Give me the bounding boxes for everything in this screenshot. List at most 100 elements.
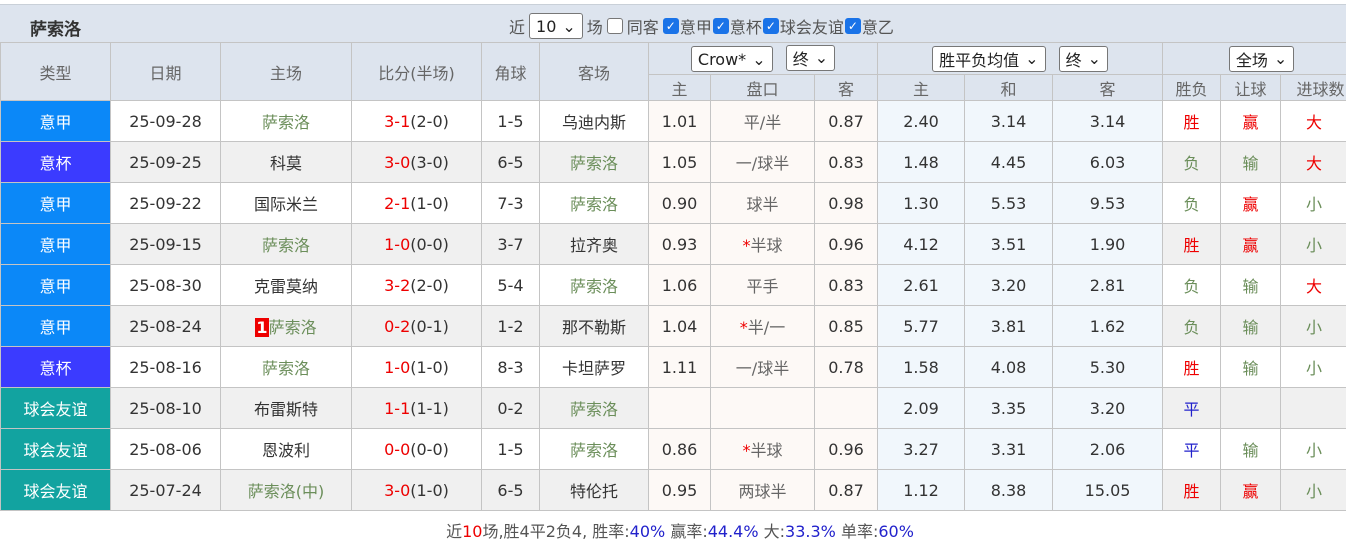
- league-label: 球会友谊: [779, 18, 844, 37]
- summary-count: 10: [462, 522, 483, 541]
- match-type[interactable]: 球会友谊: [0, 428, 111, 470]
- same-venue-checkbox[interactable]: [606, 18, 623, 34]
- match-type[interactable]: 意杯: [0, 141, 111, 183]
- score[interactable]: 3-0(3-0): [351, 141, 482, 183]
- match-count-select[interactable]: 10 ⌄: [529, 13, 583, 39]
- full-time-score: 3-1: [384, 111, 411, 131]
- company-select[interactable]: Crow* ⌄: [690, 46, 773, 73]
- match-type[interactable]: 意杯: [0, 346, 111, 388]
- over-under: 大: [1280, 141, 1346, 183]
- table-row[interactable]: 意甲 25-08-30 克雷莫纳 3-2(2-0) 5-4 萨索洛 1.06 平…: [0, 264, 1346, 306]
- col-home: 主场: [220, 42, 352, 101]
- full-time-score: 2-1: [384, 193, 411, 213]
- col-ah-home: 主: [648, 74, 711, 101]
- home-team[interactable]: 克雷莫纳: [220, 264, 352, 306]
- table-row[interactable]: 球会友谊 25-08-06 恩波利 0-0(0-0) 1-5 萨索洛 0.86 …: [0, 428, 1346, 470]
- away-team[interactable]: 乌迪内斯: [539, 100, 649, 142]
- eu-draw-odds: 3.14: [964, 100, 1054, 142]
- handicap-result: 赢: [1220, 469, 1282, 511]
- eu-stage-select[interactable]: 终 ⌄: [1058, 45, 1109, 72]
- home-team[interactable]: 恩波利: [220, 428, 352, 470]
- eu-home-odds: 1.30: [877, 182, 966, 224]
- home-team-name[interactable]: 科莫: [269, 154, 302, 173]
- table-row[interactable]: 意杯 25-09-25 科莫 3-0(3-0) 6-5 萨索洛 1.05 一/球…: [0, 141, 1346, 183]
- away-team[interactable]: 特伦托: [539, 469, 649, 511]
- home-team-name[interactable]: 萨索洛: [268, 318, 317, 337]
- home-team-name[interactable]: 国际米兰: [253, 195, 318, 214]
- match-type[interactable]: 意甲: [0, 100, 111, 142]
- away-team[interactable]: 卡坦萨罗: [539, 346, 649, 388]
- table-row[interactable]: 球会友谊 25-07-24 萨索洛(中) 3-0(1-0) 6-5 特伦托 0.…: [0, 469, 1346, 511]
- eu-away-odds: 9.53: [1052, 182, 1164, 224]
- score[interactable]: 2-1(1-0): [351, 182, 482, 224]
- home-team[interactable]: 萨索洛: [220, 346, 352, 388]
- home-team[interactable]: 1萨索洛: [220, 305, 352, 347]
- table-row[interactable]: 意甲 25-09-28 萨索洛 3-1(2-0) 1-5 乌迪内斯 1.01 平…: [0, 100, 1346, 142]
- table-row[interactable]: 意甲 25-09-15 萨索洛 1-0(0-0) 3-7 拉齐奥 0.93 *半…: [0, 223, 1346, 265]
- home-team[interactable]: 萨索洛: [220, 100, 352, 142]
- ah-away-odds: 0.87: [813, 100, 879, 142]
- home-team-name[interactable]: 萨索洛: [261, 359, 310, 378]
- ah-line-value: 半球: [750, 236, 783, 255]
- away-team[interactable]: 萨索洛: [539, 428, 649, 470]
- home-team-name[interactable]: 克雷莫纳: [253, 277, 318, 296]
- ah-stage-select[interactable]: 终 ⌄: [785, 44, 836, 71]
- league-checkbox[interactable]: ✓: [712, 18, 729, 34]
- score[interactable]: 1-0(1-0): [351, 346, 482, 388]
- home-team[interactable]: 国际米兰: [220, 182, 352, 224]
- away-team[interactable]: 萨索洛: [539, 182, 649, 224]
- home-team[interactable]: 科莫: [220, 141, 352, 183]
- table-row[interactable]: 意甲 25-09-22 国际米兰 2-1(1-0) 7-3 萨索洛 0.90 球…: [0, 182, 1346, 224]
- score[interactable]: 3-2(2-0): [351, 264, 482, 306]
- ah-away-odds: 0.83: [813, 264, 879, 306]
- ah-line: 球半: [710, 182, 815, 224]
- home-team-name[interactable]: 萨索洛: [261, 236, 310, 255]
- table-row[interactable]: 球会友谊 25-08-10 布雷斯特 1-1(1-1) 0-2 萨索洛 2.09…: [0, 387, 1346, 429]
- ah-away-odds: [813, 387, 879, 429]
- eu-draw-odds: 5.53: [964, 182, 1054, 224]
- home-team[interactable]: 布雷斯特: [220, 387, 352, 429]
- match-type[interactable]: 意甲: [0, 305, 111, 347]
- home-team-name[interactable]: 萨索洛(中): [247, 482, 325, 501]
- same-venue-label: 同客: [626, 18, 659, 37]
- match-type[interactable]: 意甲: [0, 264, 111, 306]
- table-row[interactable]: 意甲 25-08-24 1萨索洛 0-2(0-1) 1-2 那不勒斯 1.04 …: [0, 305, 1346, 347]
- corners: 1-5: [481, 100, 540, 142]
- col-type: 类型: [0, 42, 111, 101]
- score[interactable]: 0-0(0-0): [351, 428, 482, 470]
- home-team-name[interactable]: 布雷斯特: [253, 400, 318, 419]
- league-checkbox[interactable]: ✓: [762, 18, 779, 34]
- score[interactable]: 3-0(1-0): [351, 469, 482, 511]
- score[interactable]: 1-0(0-0): [351, 223, 482, 265]
- home-team-name[interactable]: 恩波利: [261, 441, 310, 460]
- title-bar: 萨索洛 近 10 ⌄ 场 同客 ✓ 意甲 ✓ 意杯 ✓ 球会友谊 ✓ 意乙: [0, 4, 1346, 43]
- ah-line-value: 两球半: [738, 482, 787, 501]
- league-checkbox[interactable]: ✓: [662, 18, 679, 34]
- away-team[interactable]: 拉齐奥: [539, 223, 649, 265]
- score[interactable]: 1-1(1-1): [351, 387, 482, 429]
- home-team[interactable]: 萨索洛: [220, 223, 352, 265]
- full-time-score: 3-0: [384, 480, 411, 500]
- home-team[interactable]: 萨索洛(中): [220, 469, 352, 511]
- score[interactable]: 0-2(0-1): [351, 305, 482, 347]
- league-checkbox[interactable]: ✓: [844, 18, 861, 34]
- away-team[interactable]: 萨索洛: [539, 387, 649, 429]
- over-under: [1280, 387, 1346, 429]
- match-type[interactable]: 球会友谊: [0, 469, 111, 511]
- match-type[interactable]: 意甲: [0, 182, 111, 224]
- team-title: 萨索洛: [30, 20, 81, 40]
- scope-select[interactable]: 全场 ⌄: [1228, 45, 1295, 72]
- away-team[interactable]: 萨索洛: [539, 264, 649, 306]
- eu-home-odds: 2.09: [877, 387, 966, 429]
- eu-home-odds: 5.77: [877, 305, 966, 347]
- score[interactable]: 3-1(2-0): [351, 100, 482, 142]
- match-type[interactable]: 球会友谊: [0, 387, 111, 429]
- away-team[interactable]: 那不勒斯: [539, 305, 649, 347]
- home-team-name[interactable]: 萨索洛: [261, 113, 310, 132]
- odds-type-select[interactable]: 胜平负均值 ⌄: [932, 45, 1046, 72]
- table-row[interactable]: 意杯 25-08-16 萨索洛 1-0(1-0) 8-3 卡坦萨罗 1.11 一…: [0, 346, 1346, 388]
- match-type[interactable]: 意甲: [0, 223, 111, 265]
- away-team[interactable]: 萨索洛: [539, 141, 649, 183]
- chevron-down-icon: ⌄: [752, 49, 766, 69]
- match-date: 25-08-06: [110, 428, 221, 470]
